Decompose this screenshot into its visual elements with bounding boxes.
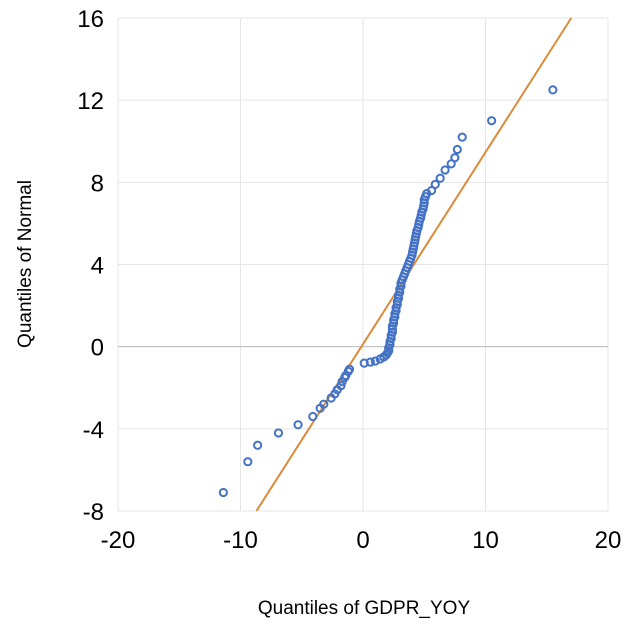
- data-point: [435, 173, 445, 183]
- x-tick-label: -20: [101, 527, 136, 554]
- data-point: [450, 153, 460, 163]
- y-tick-label: 0: [91, 335, 104, 362]
- data-point: [336, 381, 346, 391]
- data-point: [243, 457, 253, 467]
- x-tick-label: 20: [595, 527, 622, 554]
- y-tick-label: 4: [91, 253, 104, 280]
- x-axis-title: Quantiles of GDPR_YOY: [258, 598, 471, 619]
- data-point: [387, 327, 397, 337]
- y-tick-label: 12: [77, 88, 104, 115]
- tick-labels-layer: -20 -10 0 10 20 -8 -4 0 4 8 12 16: [77, 6, 621, 554]
- data-point: [487, 116, 497, 126]
- data-point: [548, 85, 558, 95]
- reference-line-layer: [255, 17, 573, 512]
- data-point: [344, 364, 355, 374]
- x-tick-label: 0: [356, 527, 369, 554]
- x-tick-label: -10: [223, 527, 258, 554]
- data-point: [370, 356, 380, 366]
- y-axis-title: Quantiles of Normal: [15, 180, 36, 348]
- data-point: [440, 165, 450, 175]
- data-points-layer: [218, 85, 558, 498]
- y-tick-label: -4: [83, 417, 104, 444]
- data-point: [293, 420, 303, 430]
- data-point: [457, 132, 467, 142]
- data-point: [273, 428, 284, 438]
- data-point: [319, 399, 329, 409]
- y-tick-label: -8: [83, 499, 104, 526]
- y-tick-label: 16: [77, 6, 104, 33]
- data-point: [452, 144, 462, 155]
- y-tick-label: 8: [91, 170, 104, 197]
- data-point: [253, 440, 263, 450]
- data-point: [308, 411, 318, 422]
- reference-line: [255, 17, 573, 512]
- data-point: [365, 357, 375, 367]
- x-tick-label: 10: [472, 527, 499, 554]
- data-point: [218, 487, 228, 498]
- data-point: [430, 179, 440, 189]
- grid-layer: [117, 17, 609, 512]
